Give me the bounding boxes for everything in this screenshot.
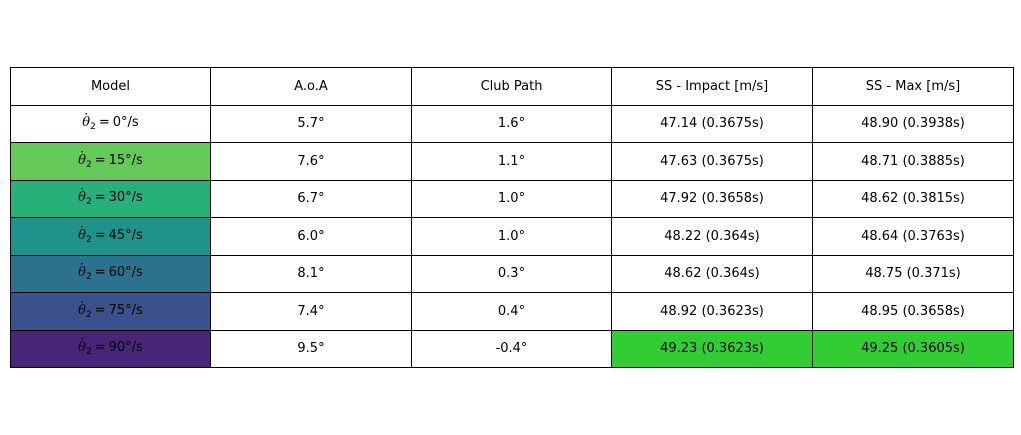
dot-accent: · bbox=[80, 144, 84, 159]
aoa-cell: 6.7° bbox=[210, 179, 412, 218]
model-cell: · θ2 = 90°/s bbox=[10, 329, 211, 368]
table-row: · θ2 = 90°/s 9.5° -0.4° 49.23 (0.3623s) 49.25 (… bbox=[10, 329, 1014, 368]
theta-char: θ bbox=[78, 190, 86, 206]
dot-accent: · bbox=[80, 219, 84, 234]
club-path-cell: 0.4° bbox=[411, 292, 612, 331]
header-ss-max: SS - Max [m/s] bbox=[812, 67, 1014, 106]
model-cell: · θ2 = 0°/s bbox=[10, 104, 211, 143]
ss-max-cell: 48.62 (0.3815s) bbox=[812, 179, 1014, 218]
dot-accent: · bbox=[80, 257, 84, 272]
ss-impact-cell: 47.63 (0.3675s) bbox=[611, 142, 813, 181]
model-value: 60°/s bbox=[108, 265, 143, 281]
aoa-cell: 6.0° bbox=[210, 217, 412, 256]
theta-char: θ bbox=[78, 302, 86, 318]
model-value: 0°/s bbox=[112, 115, 139, 131]
equals-sign: = bbox=[94, 190, 106, 206]
theta-char: θ bbox=[78, 340, 86, 356]
header-ss-impact: SS - Impact [m/s] bbox=[611, 67, 813, 106]
table-body: Model A.o.A Club Path SS - Impact [m/s] … bbox=[10, 67, 1014, 368]
ss-impact-cell: 48.92 (0.3623s) bbox=[611, 292, 813, 331]
theta-char: θ bbox=[78, 152, 86, 168]
aoa-cell: 5.7° bbox=[210, 104, 412, 143]
aoa-cell: 9.5° bbox=[210, 329, 412, 368]
theta-symbol: · θ bbox=[78, 333, 86, 356]
theta-char: θ bbox=[82, 115, 91, 131]
model-cell: · θ2 = 60°/s bbox=[10, 254, 211, 293]
ss-max-cell: 48.64 (0.3763s) bbox=[812, 217, 1014, 256]
header-row: Model A.o.A Club Path SS - Impact [m/s] … bbox=[10, 67, 1014, 106]
theta-subscript: 2 bbox=[85, 309, 92, 320]
theta-symbol: · θ bbox=[78, 296, 86, 318]
aoa-cell: 7.4° bbox=[210, 292, 412, 331]
model-value: 75°/s bbox=[108, 302, 143, 318]
club-path-cell: 1.0° bbox=[411, 217, 612, 256]
equals-sign: = bbox=[94, 302, 106, 318]
ss-impact-cell: 48.22 (0.364s) bbox=[611, 217, 813, 256]
table-row: · θ2 = 0°/s 5.7° 1.6° 47.14 (0.3675s) 48.90 (0.… bbox=[10, 104, 1014, 143]
theta-subscript: 2 bbox=[90, 122, 96, 133]
dot-accent: · bbox=[84, 107, 89, 122]
table-row: · θ2 = 15°/s 7.6° 1.1° 47.63 (0.3675s) 48.71 (0… bbox=[10, 142, 1014, 181]
model-value: 45°/s bbox=[108, 227, 143, 243]
ss-impact-cell: 48.62 (0.364s) bbox=[611, 254, 813, 293]
model-cell: · θ2 = 75°/s bbox=[10, 292, 211, 331]
header-aoa: A.o.A bbox=[210, 67, 412, 106]
results-table: Model A.o.A Club Path SS - Impact [m/s] … bbox=[10, 67, 1014, 368]
theta-subscript: 2 bbox=[85, 159, 92, 170]
theta-subscript: 2 bbox=[85, 197, 92, 208]
header-club-path: Club Path bbox=[411, 67, 612, 106]
table-row: · θ2 = 75°/s 7.4° 0.4° 48.92 (0.3623s) 48.95 (0… bbox=[10, 292, 1014, 331]
equals-sign: = bbox=[94, 340, 106, 356]
theta-char: θ bbox=[78, 265, 86, 281]
ss-impact-cell: 49.23 (0.3623s) bbox=[611, 329, 813, 368]
ss-max-cell: 49.25 (0.3605s) bbox=[812, 329, 1014, 368]
model-value: 15°/s bbox=[108, 152, 143, 168]
club-path-cell: 1.0° bbox=[411, 179, 612, 218]
table-row: · θ2 = 30°/s 6.7° 1.0° 47.92 (0.3658s) 48.62 (0… bbox=[10, 179, 1014, 218]
theta-subscript: 2 bbox=[85, 347, 92, 358]
dot-accent: · bbox=[80, 182, 84, 197]
aoa-cell: 8.1° bbox=[210, 254, 412, 293]
table-row: · θ2 = 60°/s 8.1° 0.3° 48.62 (0.364s) 48.75 (0.… bbox=[10, 254, 1014, 293]
model-value: 90°/s bbox=[108, 340, 143, 356]
theta-symbol: · θ bbox=[78, 146, 86, 168]
model-cell: · θ2 = 15°/s bbox=[10, 142, 211, 181]
theta-char: θ bbox=[78, 227, 86, 243]
theta-symbol: · θ bbox=[82, 108, 91, 131]
ss-max-cell: 48.71 (0.3885s) bbox=[812, 142, 1014, 181]
ss-max-cell: 48.95 (0.3658s) bbox=[812, 292, 1014, 331]
ss-impact-cell: 47.92 (0.3658s) bbox=[611, 179, 813, 218]
model-cell: · θ2 = 45°/s bbox=[10, 217, 211, 256]
theta-subscript: 2 bbox=[85, 272, 92, 283]
theta-symbol: · θ bbox=[78, 221, 86, 243]
equals-sign: = bbox=[94, 265, 106, 281]
club-path-cell: -0.4° bbox=[411, 329, 612, 368]
table-row: · θ2 = 45°/s 6.0° 1.0° 48.22 (0.364s) 48.64 (0.… bbox=[10, 217, 1014, 256]
ss-impact-cell: 47.14 (0.3675s) bbox=[611, 104, 813, 143]
club-path-cell: 0.3° bbox=[411, 254, 612, 293]
ss-max-cell: 48.75 (0.371s) bbox=[812, 254, 1014, 293]
theta-symbol: · θ bbox=[78, 258, 86, 281]
aoa-cell: 7.6° bbox=[210, 142, 412, 181]
dot-accent: · bbox=[80, 294, 84, 309]
model-cell: · θ2 = 30°/s bbox=[10, 179, 211, 218]
club-path-cell: 1.1° bbox=[411, 142, 612, 181]
ss-max-cell: 48.90 (0.3938s) bbox=[812, 104, 1014, 143]
theta-symbol: · θ bbox=[78, 183, 86, 206]
club-path-cell: 1.6° bbox=[411, 104, 612, 143]
theta-subscript: 2 bbox=[85, 234, 92, 245]
dot-accent: · bbox=[80, 332, 84, 347]
equals-sign: = bbox=[94, 152, 106, 168]
equals-sign: = bbox=[98, 115, 110, 131]
model-value: 30°/s bbox=[108, 190, 143, 206]
equals-sign: = bbox=[94, 227, 106, 243]
header-model: Model bbox=[10, 67, 211, 106]
